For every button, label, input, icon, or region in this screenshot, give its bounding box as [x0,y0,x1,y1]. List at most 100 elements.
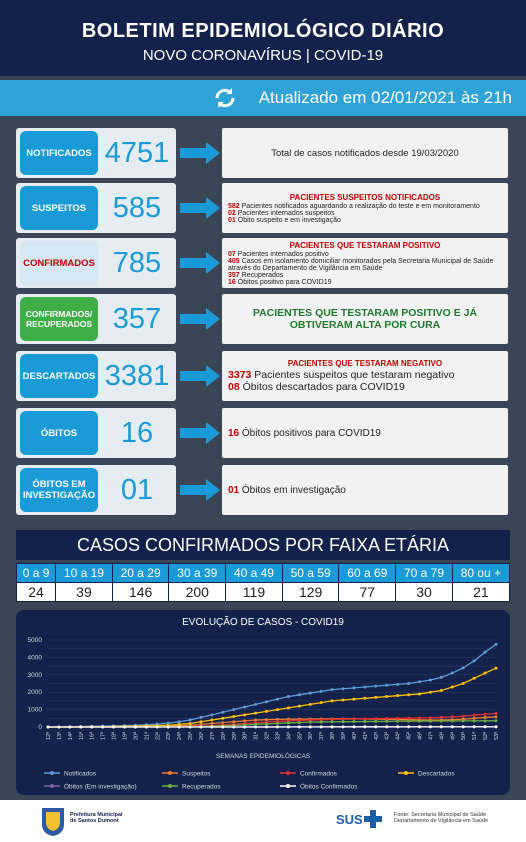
point [494,666,498,670]
point [428,725,432,729]
arrow-shape [180,422,220,444]
point [254,711,258,715]
x-tick-label: 42ª [373,731,380,740]
detail-line: 01 Óbito suspeito e em investigação [228,217,502,224]
x-tick-label: 17ª [100,731,107,740]
chart: EVOLUÇÃO DE CASOS - COVID19 SEMANAS EPID… [16,610,510,795]
title: BOLETIM EPIDEMIOLÓGICO DIÁRIO [81,20,445,42]
subtitle: NOVO CORONAVÍRUS | COVID-19 [142,47,384,64]
point [418,725,422,729]
series-line [48,667,497,728]
source: Fonte: Secretaria Municipal de Saúde Dep… [394,812,489,824]
x-tick-label: 44ª [395,731,402,740]
age-count: 21 [451,582,511,602]
point [308,720,312,724]
point [188,725,192,729]
point [286,695,290,699]
legend-label: Confirmados [300,771,338,778]
point [330,699,334,703]
x-tick-label: 32ª [264,731,271,740]
series-line [47,643,497,728]
point [407,719,411,723]
arrow [180,365,220,387]
point [177,725,181,729]
point [243,705,247,709]
point [166,721,170,725]
x-tick-label: 46ª [417,731,424,740]
point [418,680,422,684]
point [166,725,170,729]
x-tick-label: 37ª [318,731,325,740]
point [319,720,323,724]
point [341,687,345,691]
detail-number: 16 [228,278,236,286]
indicator: CONFIRMADOS 785 [16,238,176,288]
point [297,704,301,708]
point [232,715,236,719]
point [418,692,422,696]
x-tick-label: 16ª [89,731,96,740]
point [112,725,116,729]
detail-line-text: Óbito suspeito e em investigação [237,216,341,224]
age-count: 30 [395,582,453,602]
point [494,725,498,729]
point [396,694,400,698]
point [330,688,334,692]
detail-number: 01 [228,216,236,224]
detail-line-text: Pacientes internados positivo [237,250,329,258]
point [133,725,137,729]
point [483,712,487,716]
indicator-count: 3381 [104,360,170,392]
age-count: 146 [111,582,170,602]
point [101,725,105,729]
point [286,725,290,729]
chart-title: EVOLUÇÃO DE CASOS - COVID19 [182,615,344,628]
indicator-label: CONFIRMADOS [20,241,98,285]
point [407,693,411,697]
point [483,719,487,723]
detail-line-text: Casos em isolamento domiciliar monitorad… [228,257,494,272]
x-tick-label: 36ª [307,731,314,740]
point [472,659,476,663]
point [494,711,498,715]
x-tick-label: 51ª [471,731,478,740]
x-tick-label: 12ª [45,731,52,740]
legend-dot [404,771,408,775]
legend-label: Notificados [64,771,97,778]
age-range: 40 a 49 [225,563,283,583]
x-tick-label: 21ª [143,731,150,740]
legend-dot [286,771,290,775]
age-values: 24 39 146 200 119 129 77 30 21 [15,582,511,602]
point [450,719,454,723]
y-tick-label: 4000 [28,654,43,661]
point [308,718,312,722]
point [352,720,356,724]
detail-line-text: Pacientes internados suspeitos [237,209,335,217]
point [461,725,465,729]
city: Prefeitura Municipal de Santos Dumont [70,812,123,824]
point [265,700,269,704]
point [308,702,312,706]
point [341,720,345,724]
detail-title: PACIENTES QUE TESTARAM NEGATIVO [287,359,443,368]
point [450,671,454,675]
point [243,725,247,729]
point [341,698,345,702]
age-range: 10 a 19 [55,563,113,583]
point [428,678,432,682]
x-tick-label: 40ª [351,731,358,740]
detail-line-text: Óbitos positivos para COVID19 [241,427,381,439]
point [199,725,203,729]
x-tick-label: 50ª [460,731,467,740]
age-title: CASOS CONFIRMADOS POR FAIXA ETÁRIA [16,530,510,560]
detail-number: 357 [228,271,240,279]
x-tick-label: 35ª [296,731,303,740]
age-range: 20 a 29 [111,563,170,583]
detail-number: 16 [228,427,240,439]
point [232,725,236,729]
indicator-label: ÓBITOS [20,411,98,455]
detail-box: 01 Óbitos em investigação [222,465,508,515]
detail-line: 16 Óbitos positivos para COVID19 [228,428,502,439]
detail-number: 405 [228,257,240,265]
detail-box: Total de casos notificados desde 19/03/2… [222,128,508,178]
